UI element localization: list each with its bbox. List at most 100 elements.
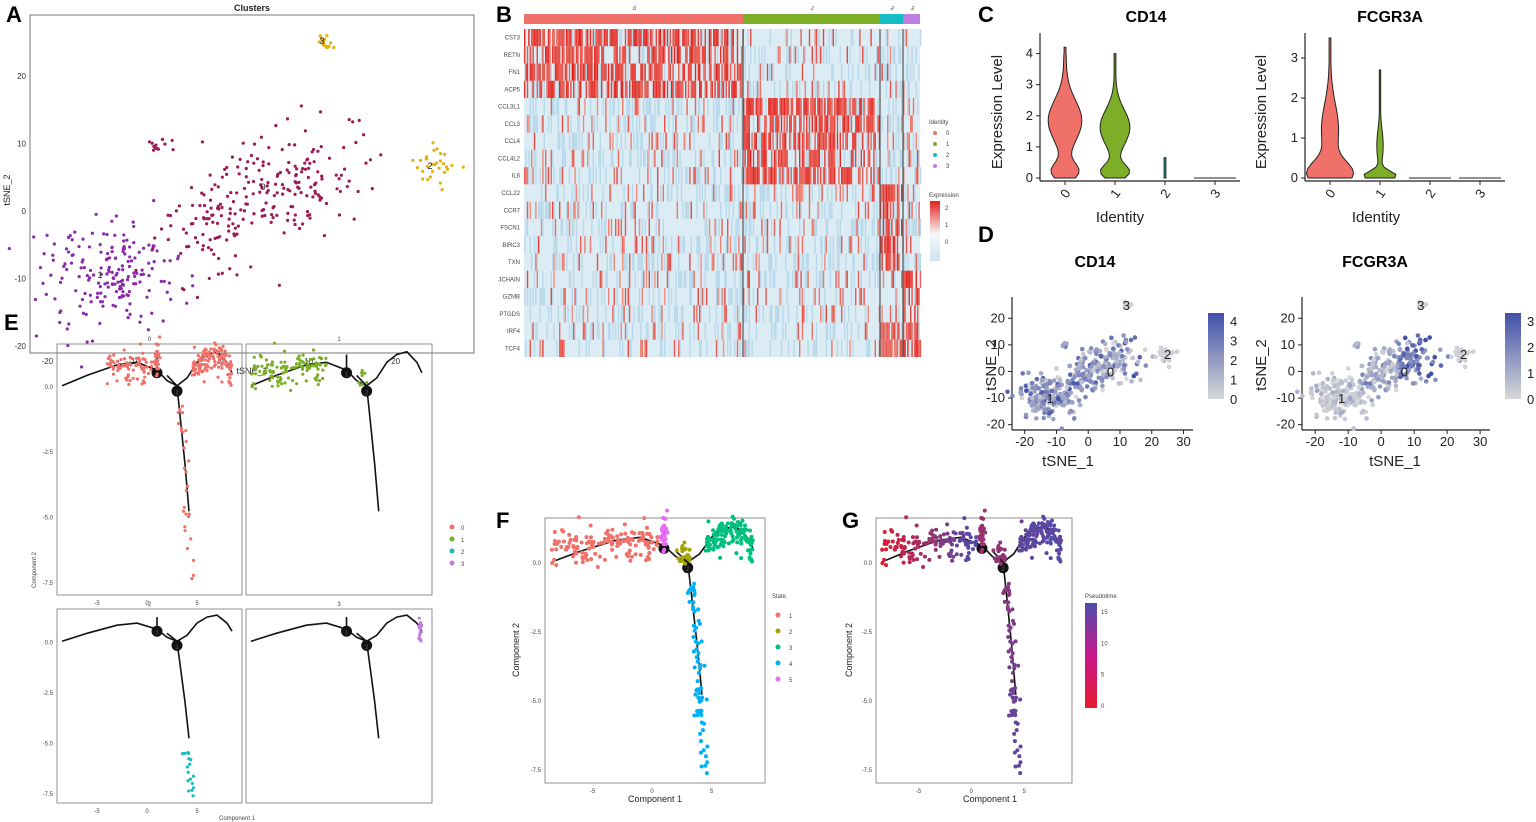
feature-cluster-label-3: 3 [1417, 298, 1424, 313]
heat-cell [747, 132, 749, 150]
facet-label-3: 3 [337, 602, 341, 608]
heat-cell [658, 29, 660, 47]
heat-cell [658, 305, 660, 323]
heat-cell [887, 115, 889, 133]
feature-point [1427, 335, 1432, 340]
heat-cell [645, 236, 648, 254]
heat-cell [526, 115, 529, 133]
heat-cell [752, 132, 755, 150]
heat-cell [779, 46, 781, 64]
heat-cell [699, 46, 701, 64]
trajectory-right-branch [356, 350, 423, 387]
heat-cell [720, 29, 722, 47]
heat-cell [595, 167, 597, 185]
heat-cell [595, 63, 597, 81]
heat-cell [609, 98, 611, 116]
heat-cell [822, 80, 825, 99]
heat-cell [891, 322, 893, 340]
heat-cell [546, 46, 548, 64]
heat-cell [567, 46, 569, 64]
state-point [694, 647, 699, 652]
facet-point [142, 370, 146, 374]
trajectory-xtick: -5 [94, 601, 100, 607]
cluster-0-point [293, 222, 297, 227]
heat-cell [694, 29, 697, 47]
heat-cell [722, 80, 725, 99]
state-point [730, 539, 735, 544]
heat-cell [850, 322, 853, 340]
facet-point [119, 357, 123, 362]
feature-point [1462, 364, 1468, 370]
heat-cell [680, 80, 683, 99]
heat-cell [734, 305, 736, 323]
cluster-0-point [285, 117, 290, 121]
feature-point [1100, 387, 1105, 393]
heat-cell [734, 339, 736, 357]
heat-cell [783, 149, 785, 168]
heat-cell [573, 80, 575, 99]
heat-cell [889, 80, 892, 99]
heat-cell [652, 149, 655, 168]
heat-cell [801, 149, 804, 168]
heat-cell [832, 236, 834, 254]
heat-cell [525, 149, 527, 168]
heat-cell [610, 253, 613, 271]
heat-cell [713, 253, 715, 271]
heat-cell [634, 29, 636, 47]
heat-cell [889, 63, 892, 81]
facet-point [108, 358, 112, 362]
heat-cell [563, 184, 565, 202]
heat-cell [557, 80, 559, 99]
cluster-0-point [299, 190, 303, 195]
state-point [728, 529, 733, 534]
state-point [628, 542, 633, 547]
cluster-0-point [370, 186, 374, 191]
heat-cell [850, 287, 853, 306]
heat-cell [678, 236, 680, 254]
feature-point [1393, 383, 1399, 389]
heat-cell [630, 149, 632, 168]
heat-cell [887, 218, 889, 237]
group-label-3: 3 [909, 6, 915, 13]
cluster-1-point [152, 260, 156, 264]
heat-cell [633, 132, 635, 150]
heat-cell [664, 167, 666, 185]
heat-cell [772, 167, 774, 185]
cluster-1-point [66, 235, 71, 240]
heat-cell [754, 132, 756, 150]
heat-cell [887, 322, 889, 340]
trajectory-xtick: -5 [590, 789, 596, 795]
heat-cell [787, 80, 790, 99]
heat-cell [599, 236, 601, 254]
heat-cell [850, 218, 853, 237]
facet-point [143, 375, 147, 379]
heat-cell [876, 167, 878, 185]
heat-cell [553, 80, 555, 99]
heat-cell [661, 305, 663, 323]
heat-cell [557, 132, 559, 150]
heat-cell [609, 132, 611, 150]
heat-cell [668, 270, 670, 288]
cluster-0-point [151, 148, 156, 152]
heat-cell [605, 29, 607, 47]
heat-cell [793, 339, 795, 357]
cluster-0-point [351, 120, 355, 124]
heat-cell [662, 132, 664, 150]
cluster-1-point [105, 257, 110, 261]
feature-xtick: 10 [1407, 434, 1421, 449]
panel-a-xtick: 0 [219, 357, 224, 366]
state-point [661, 538, 666, 543]
cluster-0-point [152, 144, 156, 149]
panel-b-expr-tick-0: 0 [945, 240, 949, 246]
pseudotime-point [914, 535, 919, 540]
violin-xtick: 1 [1372, 186, 1388, 201]
feature-point [1067, 372, 1073, 377]
group-label-0: 0 [631, 6, 637, 13]
heat-cell [887, 236, 889, 254]
heat-cell [757, 287, 759, 306]
cluster-0-point [155, 146, 159, 150]
heat-cell [867, 201, 869, 219]
cluster-0-point [263, 213, 267, 218]
heat-cell [759, 80, 762, 99]
